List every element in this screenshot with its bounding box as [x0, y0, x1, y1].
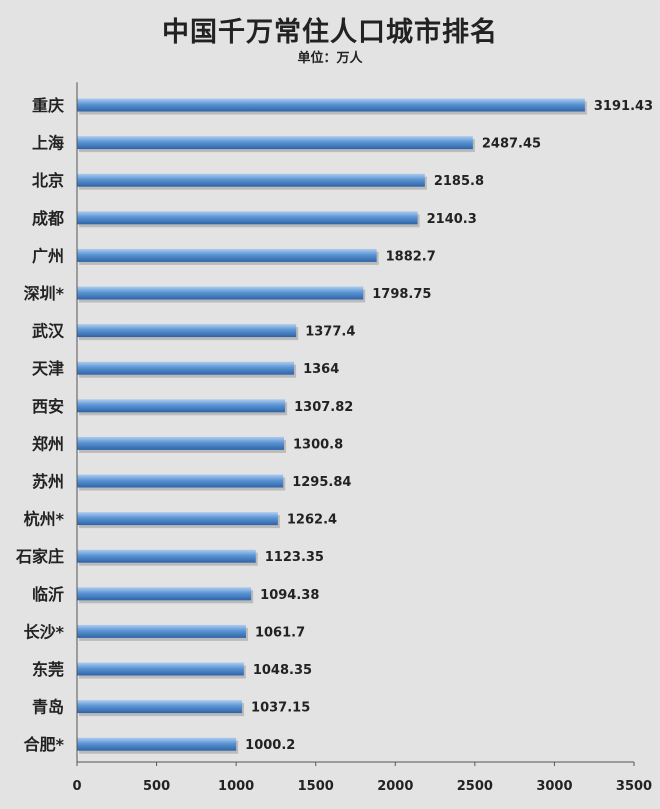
category-label: 合肥*: [24, 735, 65, 754]
value-label: 3191.43: [594, 99, 653, 114]
x-tick-label: 1000: [218, 779, 254, 794]
category-label: 西安: [32, 397, 64, 416]
value-label: 1295.84: [292, 475, 351, 490]
bar: [77, 98, 585, 112]
x-tick-label: 1500: [298, 779, 334, 794]
x-tick-label: 3500: [616, 779, 652, 794]
value-label: 1061.7: [255, 625, 305, 640]
bar: [77, 662, 244, 676]
value-label: 2185.8: [434, 174, 484, 189]
value-label: 1364: [303, 362, 339, 377]
bar: [77, 173, 425, 187]
category-label: 石家庄: [15, 547, 64, 566]
bar: [77, 361, 295, 375]
value-label: 1000.2: [245, 738, 295, 753]
bar: [77, 136, 473, 150]
category-label: 武汉: [32, 322, 65, 341]
value-label: 1094.38: [260, 588, 319, 603]
x-axis: 0 500 1000 1500 2000 2500 3000 3500: [72, 82, 652, 794]
x-tick-label: 3000: [536, 779, 572, 794]
bar: [77, 324, 297, 338]
value-label: 2140.3: [427, 212, 477, 227]
category-label: 北京: [32, 171, 64, 190]
category-label: 杭州*: [24, 510, 65, 529]
bar: [77, 399, 286, 413]
bar: [77, 248, 377, 262]
value-label: 1798.75: [372, 287, 431, 302]
category-label: 青岛: [32, 698, 64, 717]
value-label: 1377.4: [305, 325, 355, 340]
value-label: 1037.15: [251, 701, 310, 716]
category-label: 成都: [32, 209, 64, 228]
bar: [77, 512, 278, 526]
bar: [77, 211, 418, 225]
bar: [77, 436, 285, 450]
bar: [77, 737, 237, 751]
category-label: 广州: [32, 246, 64, 265]
x-tick-label: 2000: [377, 779, 413, 794]
bar: [77, 587, 252, 601]
x-tick-label: 2500: [457, 779, 493, 794]
value-label: 1262.4: [287, 513, 337, 528]
category-label: 天津: [32, 359, 64, 378]
value-label: 2487.45: [482, 137, 541, 152]
value-label: 1123.35: [265, 550, 324, 565]
category-label: 东莞: [32, 660, 64, 679]
bar: [77, 549, 256, 563]
value-labels: 3191.43 2487.45 2185.8 2140.3 1882.7 1798.75 1…: [245, 99, 653, 753]
chart-subtitle: 单位：万人: [297, 51, 363, 66]
category-label: 深圳*: [24, 284, 65, 303]
value-label: 1300.8: [293, 437, 343, 452]
x-tick-label: 500: [143, 779, 170, 794]
category-label: 上海: [32, 134, 64, 153]
category-label: 长沙*: [24, 622, 65, 641]
x-tick-label: 0: [72, 779, 81, 794]
value-label: 1048.35: [253, 663, 312, 678]
category-label: 苏州: [32, 472, 64, 491]
bars-group: [77, 98, 587, 754]
bar: [77, 624, 246, 638]
category-label: 郑州: [32, 434, 64, 453]
bar: [77, 700, 243, 714]
chart-title: 中国千万常住人口城市排名: [162, 17, 498, 48]
value-label: 1307.82: [294, 400, 353, 415]
bar: [77, 474, 284, 488]
bar: [77, 286, 364, 300]
category-label: 重庆: [32, 96, 64, 115]
category-label: 临沂: [32, 585, 64, 604]
value-label: 1882.7: [386, 249, 436, 264]
